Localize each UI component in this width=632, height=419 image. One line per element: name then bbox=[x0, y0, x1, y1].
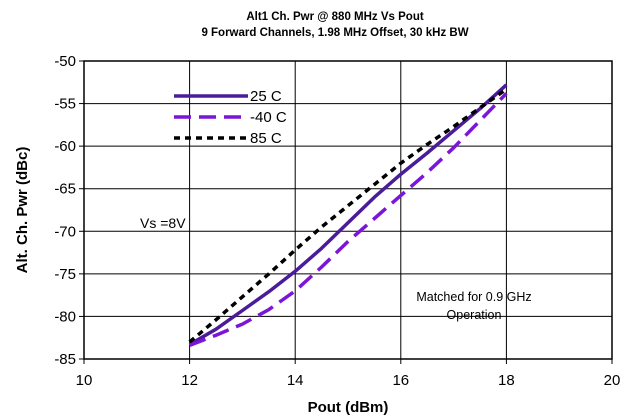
tick-labels: 10 12 14 16 18 20 -50 -55 -60 -65 -70 -75 -80 -85 bbox=[54, 53, 620, 389]
annotation-matched: Matched for 0.9 GHz bbox=[416, 290, 531, 304]
chart-title: Alt1 Ch. Pwr @ 880 MHz Vs Pout bbox=[246, 11, 424, 23]
annotation-operation: Operation bbox=[447, 308, 502, 322]
x-tick-label: 16 bbox=[392, 372, 409, 389]
legend: 25 C -40 C 85 C bbox=[174, 88, 287, 147]
series-line-0 bbox=[188, 83, 508, 347]
series-line-1 bbox=[188, 92, 508, 348]
y-tick-label: -55 bbox=[54, 96, 76, 113]
y-tick-label: -65 bbox=[54, 181, 76, 198]
legend-label: 85 C bbox=[250, 130, 282, 147]
x-axis-label: Pout (dBm) bbox=[308, 399, 389, 416]
x-tick-label: 20 bbox=[604, 372, 621, 389]
y-tick-label: -60 bbox=[54, 138, 76, 155]
series-line-2 bbox=[188, 87, 508, 344]
x-tick-label: 12 bbox=[181, 372, 198, 389]
y-tick-label: -85 bbox=[54, 351, 76, 368]
legend-label: 25 C bbox=[250, 88, 282, 105]
x-tick-label: 18 bbox=[498, 372, 515, 389]
legend-label: -40 C bbox=[250, 109, 287, 126]
annotation-vs: Vs =8V bbox=[140, 215, 186, 231]
y-tick-label: -70 bbox=[54, 223, 76, 240]
x-tick-label: 10 bbox=[76, 372, 93, 389]
y-tick-label: -80 bbox=[54, 308, 76, 325]
x-tick-label: 14 bbox=[287, 372, 304, 389]
plot-area-frame bbox=[83, 60, 613, 360]
y-tick-label: -75 bbox=[54, 266, 76, 283]
y-axis-label: Alt. Ch. Pwr (dBc) bbox=[14, 147, 31, 274]
series-lines bbox=[188, 83, 508, 348]
grid bbox=[83, 60, 613, 360]
y-tick-label: -50 bbox=[54, 53, 76, 70]
chart-subtitle: 9 Forward Channels, 1.98 MHz Offset, 30 … bbox=[201, 27, 468, 39]
